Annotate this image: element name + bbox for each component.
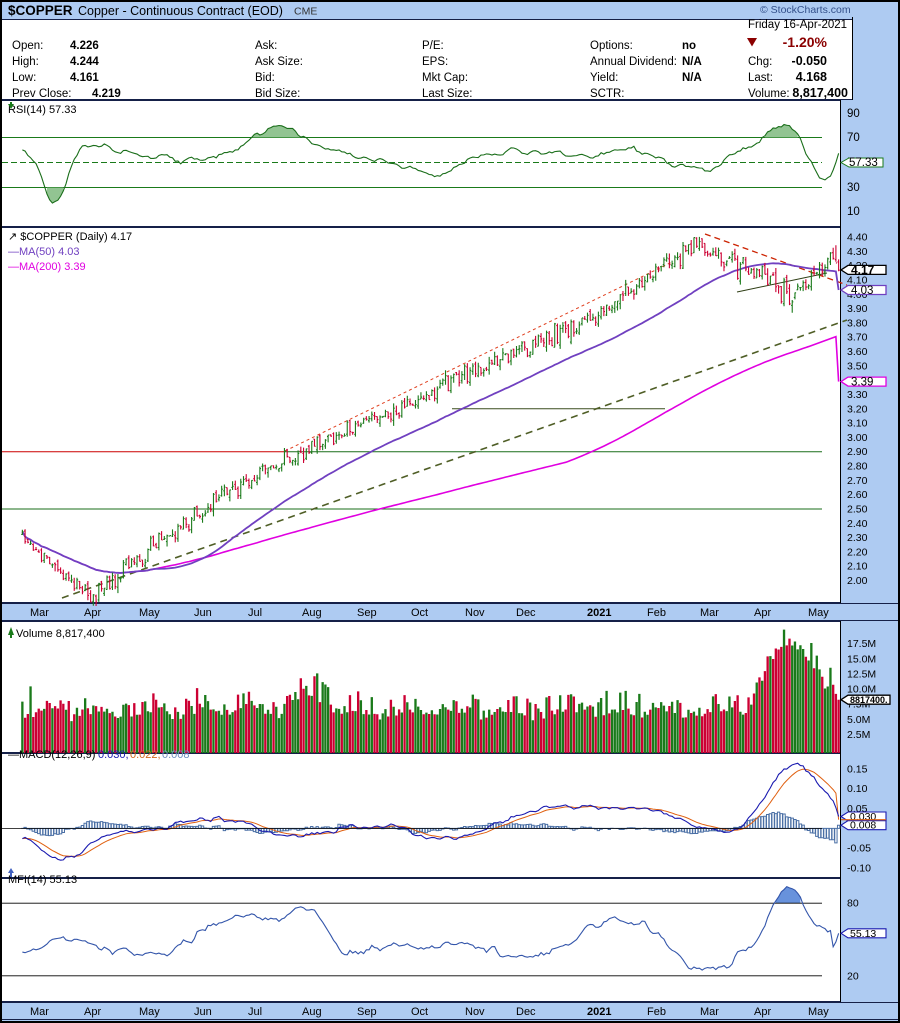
svg-text:3.50: 3.50 (847, 360, 868, 372)
svg-text:80: 80 (847, 898, 859, 910)
svg-text:2.5M: 2.5M (847, 729, 870, 741)
svg-text:55.13: 55.13 (850, 928, 876, 940)
svg-text:2.30: 2.30 (847, 532, 868, 544)
svg-text:10: 10 (847, 206, 860, 218)
svg-text:-0.10: -0.10 (847, 863, 871, 875)
svg-text:3.90: 3.90 (847, 303, 868, 315)
svg-text:0.008: 0.008 (850, 820, 876, 832)
svg-text:30: 30 (847, 182, 860, 194)
svg-text:2.00: 2.00 (847, 575, 868, 587)
svg-text:0.05: 0.05 (847, 803, 868, 815)
svg-text:7.5M: 7.5M (847, 699, 870, 711)
svg-text:3.00: 3.00 (847, 432, 868, 444)
svg-text:12.5M: 12.5M (847, 668, 876, 680)
svg-text:4.00: 4.00 (847, 289, 868, 301)
svg-text:4.30: 4.30 (847, 246, 868, 258)
svg-text:4.10: 4.10 (847, 275, 868, 287)
svg-text:8817400.: 8817400. (850, 695, 888, 705)
svg-text:2.90: 2.90 (847, 446, 868, 458)
svg-text:4.20: 4.20 (847, 260, 868, 272)
svg-text:70: 70 (847, 132, 860, 144)
svg-text:© StockCharts.com: © StockCharts.com (760, 4, 851, 16)
svg-text:15.0M: 15.0M (847, 653, 876, 665)
svg-text:3.39: 3.39 (851, 377, 873, 389)
svg-text:3.70: 3.70 (847, 332, 868, 344)
svg-text:$COPPER: $COPPER (8, 3, 73, 18)
svg-text:4.40: 4.40 (847, 232, 868, 244)
svg-text:3.30: 3.30 (847, 389, 868, 401)
svg-text:0.15: 0.15 (847, 763, 868, 775)
svg-text:20: 20 (847, 970, 859, 982)
svg-text:-0.05: -0.05 (847, 843, 871, 855)
svg-text:2.50: 2.50 (847, 504, 868, 516)
svg-text:57.33: 57.33 (849, 157, 878, 169)
svg-text:4.03: 4.03 (851, 285, 873, 297)
svg-text:3.40: 3.40 (847, 375, 868, 387)
svg-text:90: 90 (847, 108, 860, 120)
svg-text:CME: CME (294, 6, 317, 18)
svg-text:3.10: 3.10 (847, 418, 868, 430)
svg-text:0.10: 0.10 (847, 783, 868, 795)
svg-text:2.10: 2.10 (847, 561, 868, 573)
svg-text:2.80: 2.80 (847, 461, 868, 473)
svg-text:4.17: 4.17 (851, 263, 875, 277)
svg-text:2.20: 2.20 (847, 546, 868, 558)
svg-text:2.40: 2.40 (847, 518, 868, 530)
svg-text:3.20: 3.20 (847, 403, 868, 415)
svg-text:2.70: 2.70 (847, 475, 868, 487)
svg-text:Copper - Continuous Contract (: Copper - Continuous Contract (EOD) (78, 4, 283, 18)
svg-text:3.80: 3.80 (847, 317, 868, 329)
svg-text:17.5M: 17.5M (847, 638, 876, 650)
svg-text:0.030: 0.030 (850, 811, 876, 823)
svg-text:50: 50 (847, 157, 860, 169)
svg-text:5.0M: 5.0M (847, 714, 870, 726)
svg-text:3.60: 3.60 (847, 346, 868, 358)
svg-text:2.60: 2.60 (847, 489, 868, 501)
svg-text:10.0M: 10.0M (847, 684, 876, 696)
